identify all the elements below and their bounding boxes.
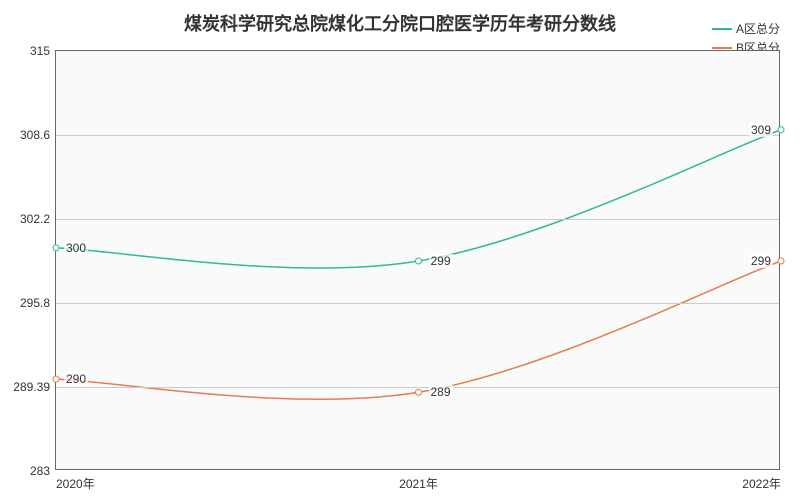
- series-line: [56, 130, 781, 268]
- legend-label: A区总分: [736, 20, 780, 37]
- y-axis-label: 302.2: [20, 212, 50, 226]
- plot-area: 283289.39295.8302.2308.63152020年2021年202…: [55, 50, 780, 470]
- y-axis-label: 289.39: [13, 380, 50, 394]
- gridline: [56, 387, 779, 388]
- data-point: [416, 389, 422, 395]
- y-axis-label: 315: [30, 44, 50, 58]
- data-point: [416, 258, 422, 264]
- data-label: 309: [749, 123, 773, 137]
- gridline: [56, 219, 779, 220]
- x-axis-label: 2021年: [399, 475, 438, 492]
- chart-title: 煤炭科学研究总院煤化工分院口腔医学历年考研分数线: [0, 10, 800, 36]
- data-label: 300: [64, 241, 88, 255]
- legend-swatch: [712, 47, 732, 49]
- plot-svg: [56, 51, 779, 469]
- data-point: [53, 245, 59, 251]
- data-point: [53, 376, 59, 382]
- x-axis-label: 2020年: [56, 475, 95, 492]
- data-point: [778, 127, 784, 133]
- series-line: [56, 261, 781, 399]
- x-axis-label: 2022年: [742, 475, 781, 492]
- y-axis-label: 283: [30, 464, 50, 478]
- y-axis-label: 308.6: [20, 128, 50, 142]
- data-label: 289: [428, 385, 452, 399]
- gridline: [56, 135, 779, 136]
- chart-container: 煤炭科学研究总院煤化工分院口腔医学历年考研分数线 A区总分B区总分 283289…: [0, 0, 800, 500]
- legend-swatch: [712, 28, 732, 30]
- data-label: 299: [749, 254, 773, 268]
- data-label: 290: [64, 372, 88, 386]
- legend-item: A区总分: [712, 20, 780, 37]
- y-axis-label: 295.8: [20, 296, 50, 310]
- gridline: [56, 303, 779, 304]
- data-point: [778, 258, 784, 264]
- data-label: 299: [428, 254, 452, 268]
